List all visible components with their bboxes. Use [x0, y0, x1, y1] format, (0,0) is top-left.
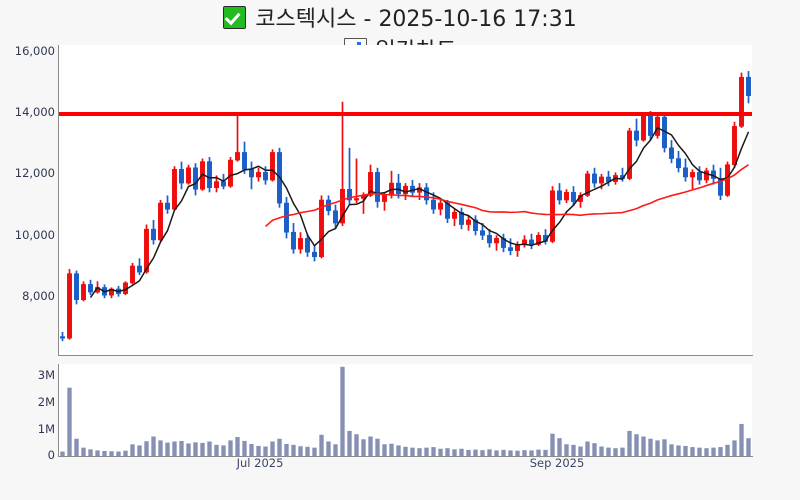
price-tick: 16,000: [14, 44, 55, 58]
price-chart-panel[interactable]: [59, 45, 752, 355]
date-tick-sep: Sep 2025: [529, 456, 585, 470]
price-tick: 10,000: [14, 228, 55, 242]
price-axis-bottom: [58, 355, 753, 356]
title-line-primary: 코스텍시스 - 2025-10-16 17:31: [0, 0, 800, 34]
volume-tick: 3M: [37, 368, 55, 382]
price-candlestick-svg: [59, 71, 752, 342]
price-tick: 8,000: [22, 289, 55, 303]
volume-tick: 1M: [37, 422, 55, 436]
volume-axis-bottom: [58, 456, 753, 457]
volume-chart-panel[interactable]: [59, 364, 752, 456]
price-axis-labels: 16,000 14,000 12,000 10,000 8,000 3M 2M …: [0, 0, 55, 500]
price-tick: 14,000: [14, 105, 55, 119]
check-icon: [223, 5, 247, 29]
volume-axis-left: [58, 364, 59, 456]
volume-tick: 0: [47, 448, 55, 462]
volume-bar-svg: [60, 366, 751, 456]
date-tick-jul: Jul 2025: [236, 456, 284, 470]
volume-tick: 2M: [37, 395, 55, 409]
price-axis-left: [58, 45, 59, 356]
page-title: 코스텍시스 - 2025-10-16 17:31: [255, 7, 577, 32]
price-tick: 12,000: [14, 166, 55, 180]
